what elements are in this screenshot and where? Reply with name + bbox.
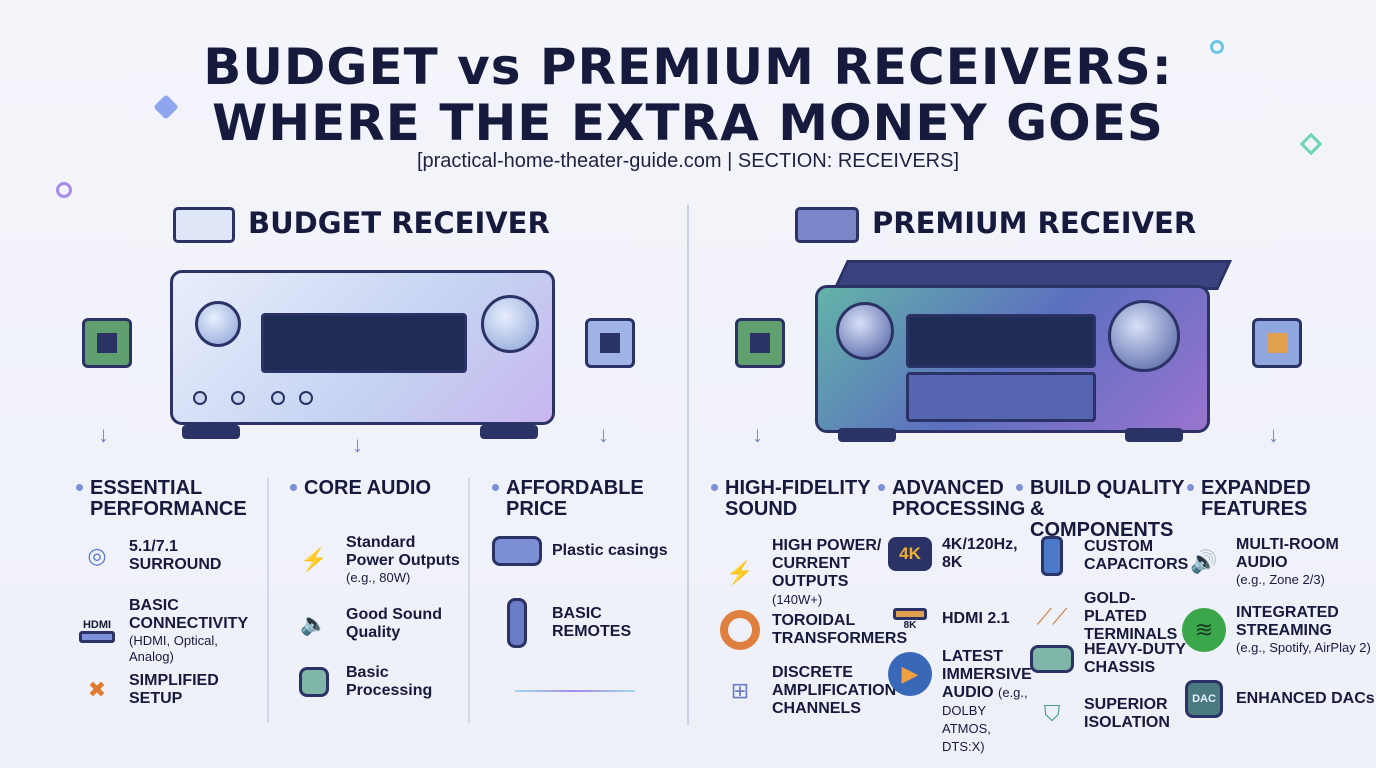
plastic-case-icon [492,536,542,566]
remote-icon [507,598,527,648]
list-item: ✖ SIMPLIFIED SETUP [75,668,265,712]
list-item: ≋ INTEGRATED STREAMING (e.g., Spotify, Air… [1182,604,1376,656]
receiver-foot [1125,428,1183,442]
premium-receiver-icon [795,207,859,243]
arrow-down-icon: ↓ [98,422,109,447]
sound-wave-decoration [515,690,635,692]
list-item: 🔈 Good Sound Quality [292,602,467,646]
power-gauge-icon: ⚡ [726,560,754,585]
capacitor-icon [1041,536,1063,576]
chip-icon [1252,318,1302,368]
hdmi-icon: HDMI [75,609,119,653]
list-item: HEAVY-DUTY CHASSIS [1030,641,1190,677]
premium-heading: PREMIUM RECEIVER [872,206,1197,240]
4k-monitor-icon: 4K [888,537,932,571]
list-item: 🔊 MULTI-ROOM AUDIO (e.g., Zone 2/3) [1182,536,1376,588]
list-item: ⊞ DISCRETE AMPLIFICATION CHANNELS [718,664,896,718]
premium-col-processing-title: ADVANCED PROCESSING [878,477,1026,520]
list-item: Basic Processing [292,660,467,704]
list-item: BASIC REMOTES [492,598,672,648]
chip-icon [82,318,132,368]
title-line-2: WHERE THE EXTRA MONEY GOES [212,94,1164,152]
column-divider [267,478,269,723]
list-item: ⚡ HIGH POWER/ CURRENT OUTPUTS (140W+) [718,537,888,609]
list-item: CUSTOM CAPACITORS [1030,536,1190,576]
list-item: ⛉ SUPERIOR ISOLATION [1030,692,1190,736]
budget-col-core-title: CORE AUDIO [290,478,454,499]
list-item: DAC ENHANCED DACs [1182,677,1376,721]
tools-icon: ✖ [87,677,107,702]
shield-icon: ⛉ [1043,701,1061,726]
chassis-icon [1030,645,1074,673]
budget-col-price-title: AFFORDABLE PRICE [492,478,656,520]
source-caption: [practical-home-theater-guide.com | SECT… [416,150,960,172]
dac-chip-icon: DAC [1185,680,1223,718]
arrow-down-icon: ↓ [1268,422,1279,447]
volume-knob [1108,300,1180,372]
toroidal-transformer-icon [720,610,760,650]
terminals-icon: ⟋⟋ [1036,604,1068,629]
volume-knob [195,301,241,347]
receiver-foot [480,425,538,439]
list-item: ⟋⟋ GOLD-PLATED TERMINALS [1030,590,1190,644]
budget-heading: BUDGET RECEIVER [248,206,550,240]
budget-col-essential-title: ESSENTIAL PERFORMANCE [76,478,250,520]
play-icon: ▶ [888,652,932,696]
chip-icon [735,318,785,368]
display-panel [261,313,467,373]
receiver-foot [182,425,240,439]
volume-knob [836,302,894,360]
arrow-down-icon: ↓ [752,422,763,447]
streaming-icon: ≋ [1182,608,1226,652]
budget-receiver-icon [173,207,235,243]
amplifier-channels-icon: ⊞ [730,678,750,703]
circle-decoration [1210,40,1224,54]
premium-col-build-title: BUILD QUALITY & COMPONENTS [1016,478,1190,541]
speaker-icon: 🔈 [300,611,328,636]
hdmi-icon: 8K [888,597,932,641]
list-item: TOROIDAL TRANSFORMERS [718,608,907,652]
arrow-down-icon: ↓ [598,422,609,447]
power-gauge-icon: ⚡ [300,547,328,572]
circle-decoration [56,182,72,198]
surround-speakers-icon: ◎ [87,543,107,568]
premium-col-hifi-title: HIGH-FIDELITY SOUND [711,478,875,520]
volume-knob [481,295,539,353]
budget-receiver-illustration [170,270,555,425]
list-item: ⚡ Standard Power Outputs (e.g., 80W) [292,534,467,586]
processor-chip-icon [299,667,329,697]
premium-receiver-illustration [815,285,1210,433]
section-divider [687,205,689,725]
list-item: ◎ 5.1/7.1 SURROUND [75,534,265,578]
front-panel [906,372,1096,422]
column-divider [468,478,470,723]
list-item: HDMI BASIC CONNECTIVITY (HDMI, Optical, An… [75,597,265,665]
multi-room-speaker-icon: 🔊 [1190,549,1218,574]
arrow-down-icon: ↓ [352,432,363,457]
title-line-1: BUDGET vs PREMIUM RECEIVERS: [203,38,1173,96]
list-item: ▶ LATEST IMMERSIVE AUDIO (e.g., DOLBY ATM… [888,648,1032,756]
display-panel [906,314,1096,368]
list-item: 8K HDMI 2.1 [888,597,1028,641]
chip-icon [585,318,635,368]
list-item: Plastic casings [492,536,672,566]
premium-col-features-title: EXPANDED FEATURES [1187,478,1351,520]
list-item: 4K 4K/120Hz, 8K [888,536,1028,572]
receiver-foot [838,428,896,442]
